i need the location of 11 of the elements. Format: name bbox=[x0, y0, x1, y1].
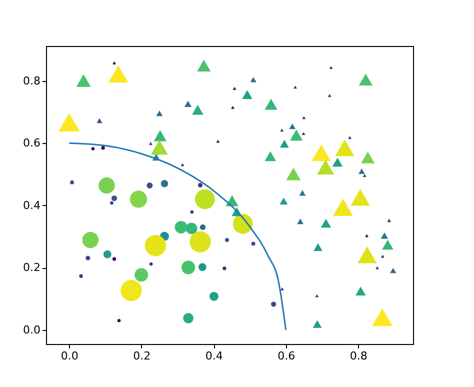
x-tick-label: 0.4 bbox=[205, 350, 223, 362]
y-tick-label: 0.2 bbox=[23, 261, 40, 274]
x-tick-label: 0.2 bbox=[133, 350, 151, 362]
x-tick-label: 0.6 bbox=[278, 350, 296, 362]
y-tick-label: 0.6 bbox=[23, 136, 40, 150]
x-tick-label: 0.8 bbox=[350, 350, 368, 362]
y-tick-label: 0.0 bbox=[23, 323, 40, 336]
y-tick-label: 0.8 bbox=[23, 74, 40, 88]
x-tick-label: 0.0 bbox=[60, 350, 78, 362]
y-tick-label: 0.4 bbox=[23, 198, 40, 212]
line-series bbox=[68, 142, 287, 331]
